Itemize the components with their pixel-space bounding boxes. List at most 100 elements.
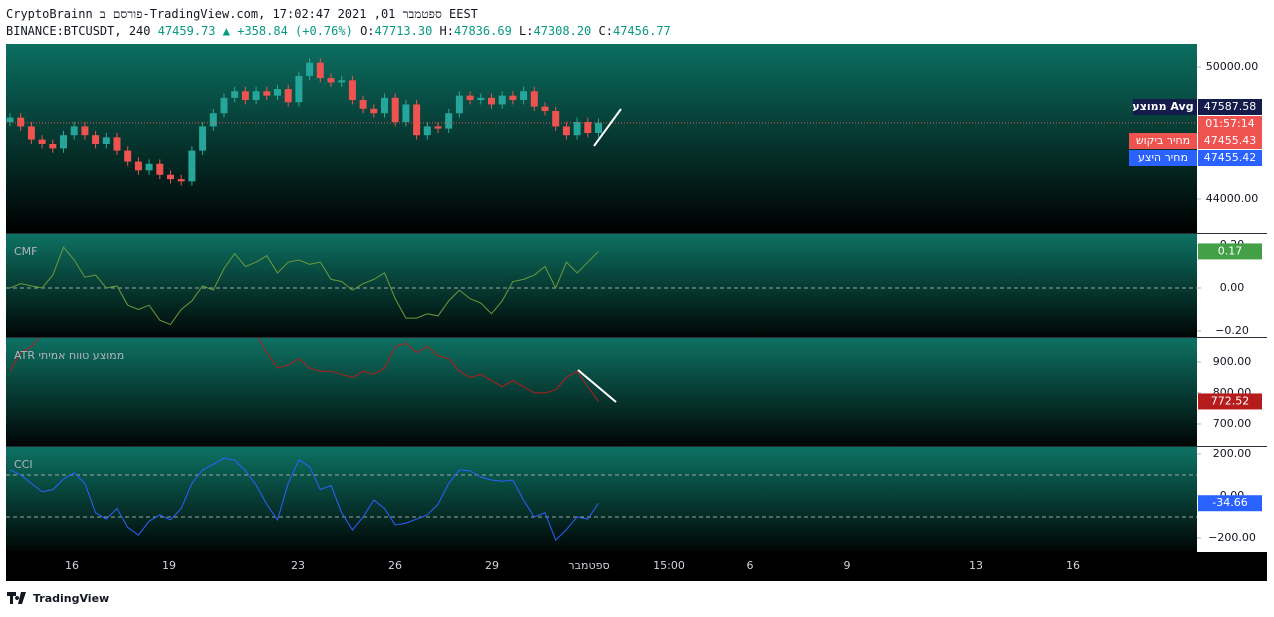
trendline — [577, 369, 617, 403]
ohlc-value: 47713.30 — [374, 24, 433, 38]
candle-body — [231, 91, 239, 98]
candle-body — [284, 89, 292, 103]
candle-body — [595, 122, 602, 134]
candle-body — [263, 91, 271, 96]
candle-body — [488, 97, 495, 105]
pane-bg — [6, 447, 1197, 551]
candle-body — [134, 161, 142, 171]
candle-body — [6, 117, 14, 123]
candle-body — [584, 122, 592, 134]
price-label-name: ממוצע Avg — [1132, 100, 1193, 113]
ohlc-value: 47836.69 — [454, 24, 512, 38]
candle-body — [477, 97, 485, 101]
y-tick-label: 900.00 — [1213, 355, 1252, 368]
candle-body — [60, 135, 67, 149]
y-tick-label: 200.00 — [1213, 447, 1252, 460]
y-tick-label: 50000.00 — [1206, 60, 1259, 73]
time-label: 6 — [747, 559, 754, 572]
time-label: 23 — [291, 559, 305, 572]
ohlc-value: 47308.20 — [533, 24, 592, 38]
time-label: 9 — [844, 559, 851, 572]
candle-body — [241, 91, 249, 101]
candle-body — [391, 97, 399, 123]
candle-body — [381, 97, 388, 114]
candle-body — [402, 104, 410, 123]
price-label-value: 47455.43 — [1204, 134, 1257, 147]
candle-body — [348, 80, 356, 101]
candle-body — [445, 113, 453, 129]
indicator-title: CCI — [14, 458, 33, 471]
header: CryptoBrainn פורסם ב-TradingView.com, ספ… — [6, 6, 671, 40]
time-label: 15:00 — [653, 559, 685, 572]
price-label-name: מחיר ביקוש — [1136, 134, 1190, 147]
arrow: ▲ — [222, 24, 230, 38]
countdown: 01:57:14 — [1205, 117, 1254, 130]
candle-body — [520, 91, 528, 101]
price-label-name-bg — [1129, 133, 1197, 149]
candle-body — [509, 95, 517, 101]
candle-body — [17, 117, 25, 127]
plot: 44000.00 50000.00 ממוצע Avg 47587.58 מחיר בי… — [6, 58, 1267, 572]
pane-bg — [6, 338, 1197, 446]
candle-body — [423, 126, 431, 136]
indicator-line — [9, 457, 599, 541]
candle-body — [573, 122, 581, 136]
candle-body — [199, 126, 207, 151]
candle-body — [252, 91, 260, 101]
ohlc-label: L: — [519, 24, 534, 38]
pane: CCI — [6, 457, 1197, 541]
publish-line: CryptoBrainn פורסם ב-TradingView.com, ספ… — [6, 7, 478, 21]
candle-body — [113, 137, 121, 151]
y-tick-label: −200.00 — [1208, 531, 1256, 544]
candle-body — [27, 126, 35, 140]
candle-body — [167, 174, 174, 180]
candle-body — [306, 62, 314, 76]
candle-body — [102, 137, 110, 144]
trendline — [593, 108, 622, 147]
logo: TradingView — [7, 592, 109, 605]
candle-body — [413, 104, 421, 136]
y-tick-label: 44000.00 — [1206, 192, 1259, 205]
price-label-name: מחיר היצע — [1138, 151, 1188, 164]
ohlc-value: 47456.77 — [612, 24, 671, 38]
candle-body — [177, 179, 185, 182]
last-price: 47459.73 — [157, 24, 216, 38]
pane-bg — [6, 234, 1197, 337]
indicator-title: ATR ממוצע טווח אמיתי — [14, 349, 124, 362]
change: +358.84 (+0.76%) — [237, 24, 353, 38]
time-label: 26 — [388, 559, 402, 572]
price-label-value: 47455.42 — [1204, 151, 1257, 164]
candle-body — [274, 89, 281, 96]
candle-body — [541, 106, 549, 112]
indicator-line — [9, 246, 599, 326]
price-label-value-bg — [1198, 150, 1262, 166]
candle-body — [145, 163, 153, 171]
candle-body — [498, 95, 506, 105]
price-label-name-bg — [1133, 99, 1197, 115]
candle-body — [38, 139, 46, 144]
price-label-name-bg — [1129, 150, 1197, 166]
pane — [6, 58, 1197, 186]
price-label-value: 47587.58 — [1204, 100, 1257, 113]
last-value-bg — [1198, 243, 1262, 260]
symbol: BINANCE:BTCUSDT, 240 — [6, 24, 151, 38]
candle-body — [562, 126, 570, 136]
candle-body — [81, 126, 89, 136]
candle-body — [552, 111, 560, 127]
candle-body — [327, 78, 335, 83]
time-label: 13 — [969, 559, 983, 572]
candle-body — [49, 143, 57, 149]
last-value-bg — [1198, 495, 1262, 512]
last-value: -34.66 — [1212, 496, 1247, 509]
ohlc: O:47713.30 H:47836.69 L:47308.20 C:47456… — [360, 24, 671, 38]
y-tick-label: −0.20 — [1215, 324, 1249, 337]
time-label: 29 — [485, 559, 499, 572]
candle-body — [455, 95, 463, 114]
candle-body — [156, 163, 164, 175]
ohlc-label: H: — [439, 24, 454, 38]
time-label: ספטמבר — [568, 559, 609, 572]
ohlc-label: O: — [360, 24, 375, 38]
last-price-bg — [1198, 116, 1262, 149]
time-label: 16 — [1066, 559, 1080, 572]
